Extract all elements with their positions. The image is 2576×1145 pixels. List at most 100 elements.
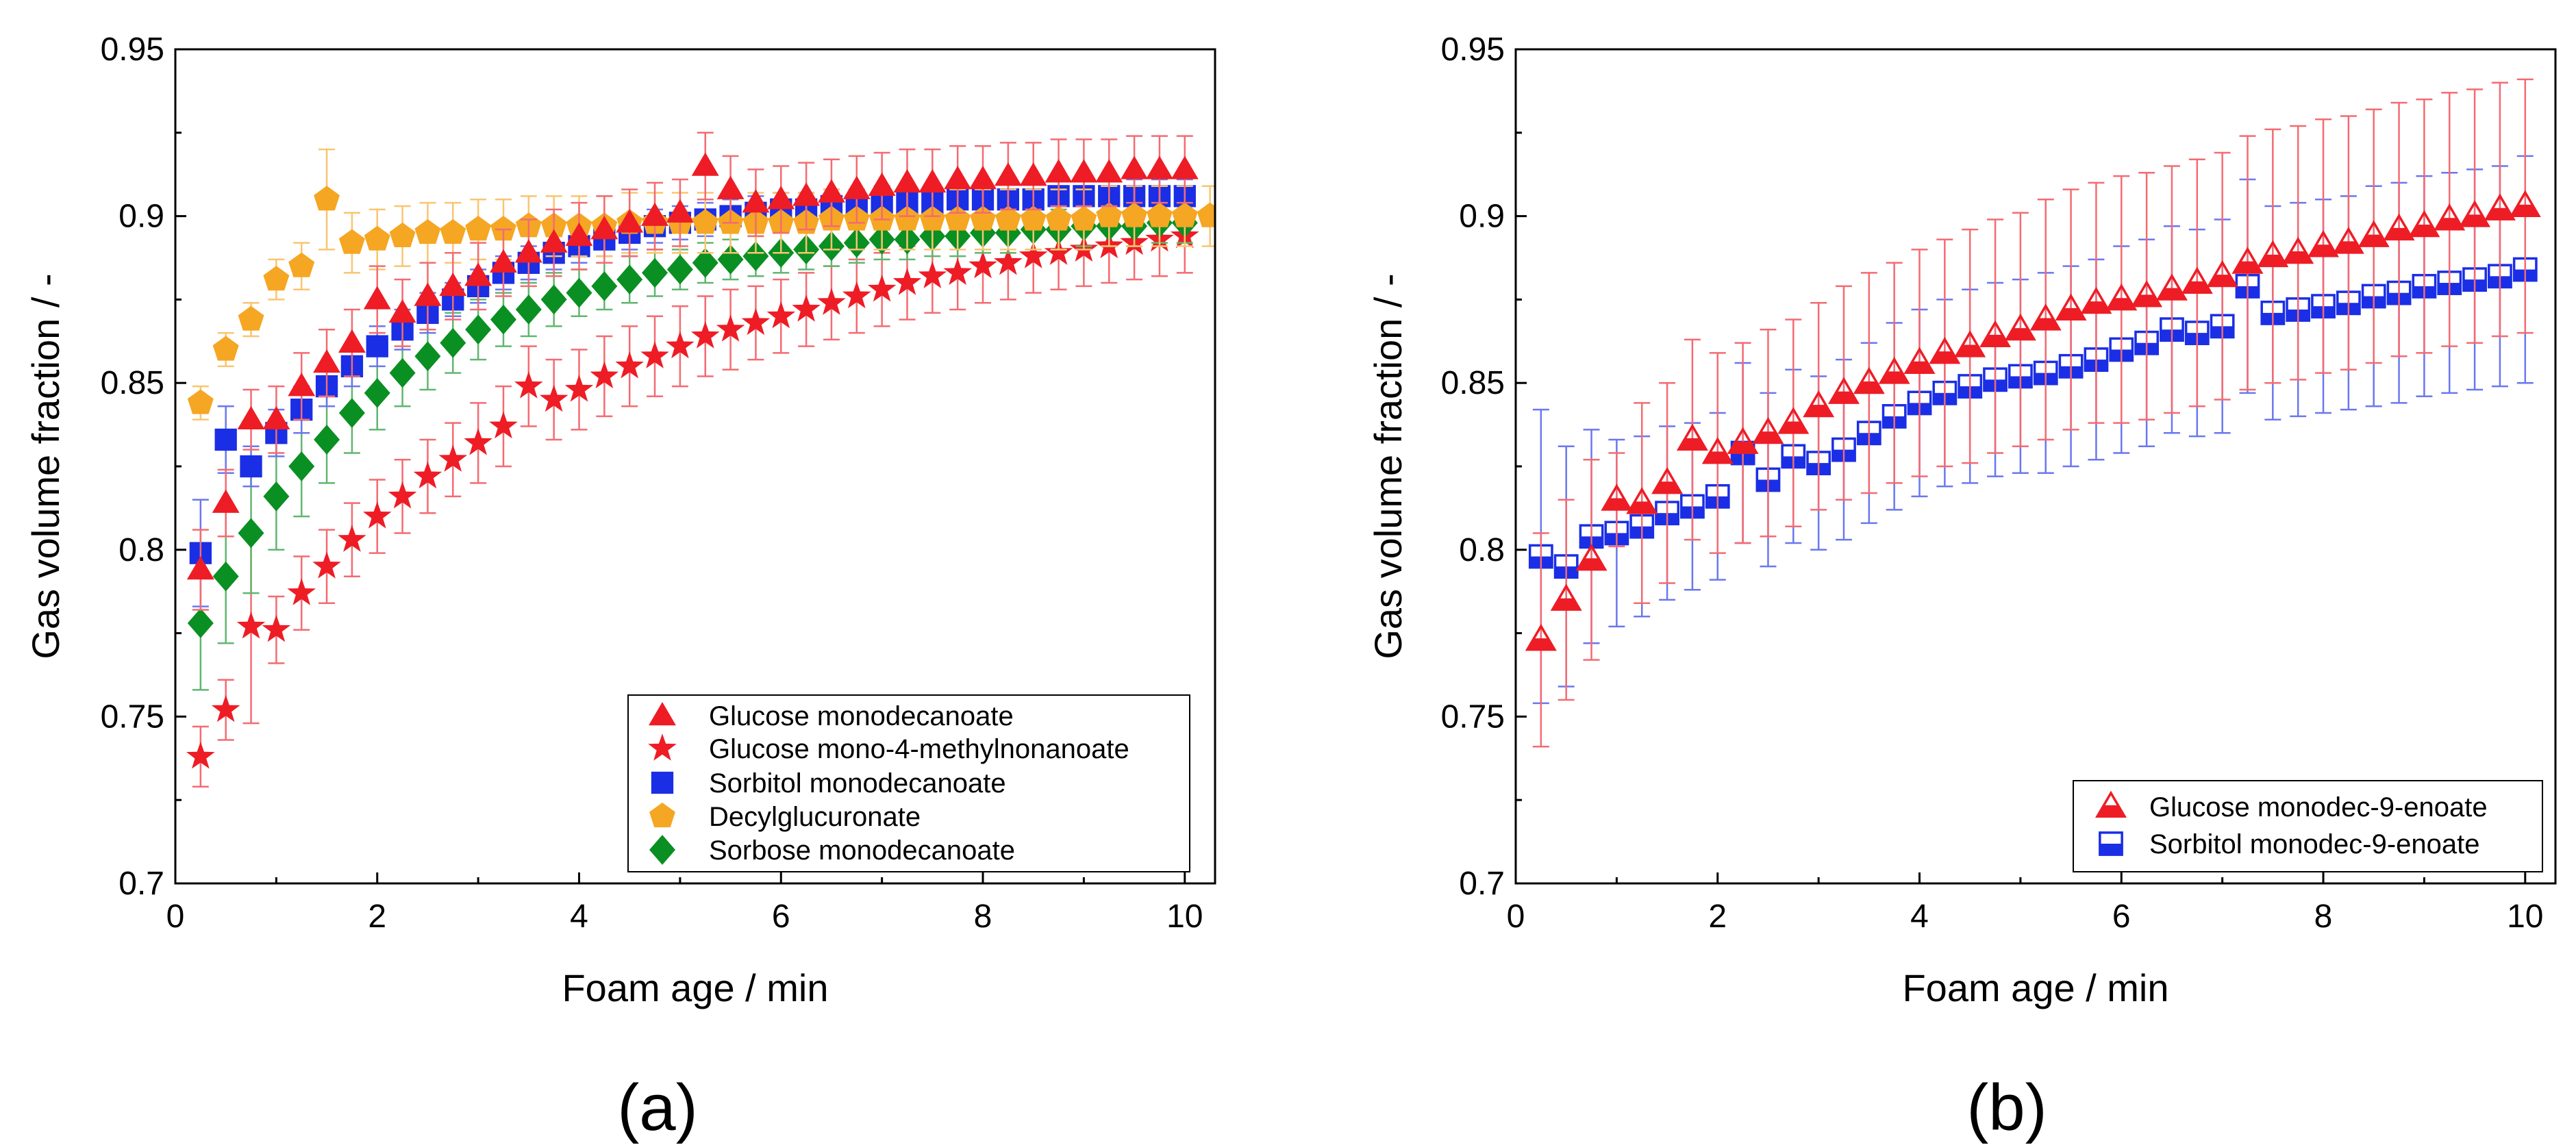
panel-b-x-tick-label: 4 — [1910, 898, 1929, 935]
legend-marker-sorbitol-monodec-9-enoate — [2099, 831, 2123, 856]
data-point-glucose-monodec-9-enoate — [1878, 357, 1910, 384]
data-point-glucose-monodecanoate — [439, 272, 467, 297]
legend-label-glucose-mono-4-methylnonanoate: Glucose mono-4-methylnonanoate — [709, 734, 1129, 764]
legend-symbol-sorbose-monodecanoate — [649, 835, 675, 865]
data-point-glucose-mono-4-methylnonanoate — [867, 274, 897, 302]
data-point-glucose-monodecanoate — [691, 152, 719, 176]
data-point-glucose-monodecanoate — [186, 556, 214, 580]
legend-label-sorbitol-monodec-9-enoate: Sorbitol monodec-9-enoate — [2149, 829, 2480, 859]
panel-a-y-tick-label: 0.95 — [101, 32, 164, 68]
panel-b-y-tick-label: 0.85 — [1441, 365, 1505, 401]
data-point-glucose-mono-4-methylnonanoate — [615, 351, 644, 379]
panel-a-legend-entry-decylglucuronate: Decylglucuronate — [649, 802, 921, 832]
data-point-decylglucuronate — [414, 219, 441, 244]
panel-a-y-tick-label: 0.9 — [118, 199, 164, 235]
panel-a-legend-entry-sorbose-monodecanoate: Sorbose monodecanoate — [649, 835, 1015, 866]
data-point-glucose-monodecanoate — [893, 168, 921, 193]
data-point-glucose-monodecanoate — [944, 166, 972, 190]
panel-a-x-axis-title: Foam age / min — [562, 966, 828, 1009]
data-point-glucose-monodec-9-enoate — [1903, 347, 1936, 374]
data-point-glucose-monodec-9-enoate — [2231, 247, 2264, 274]
panel-a-y-axis-title: Gas volume fraction / - — [24, 273, 67, 659]
panel-a: 0 2 4 6 8 10 0.7 0.75 0.8 0.85 0.9 0.95 Foam age / … — [24, 32, 1216, 1144]
data-point-glucose-monodec-9-enoate — [1929, 336, 1961, 364]
panel-a-x-tick-label: 4 — [570, 898, 588, 935]
data-point-sorbitol-monodecanoate — [240, 455, 262, 478]
data-point-glucose-monodec-9-enoate — [2358, 220, 2390, 247]
data-point-glucose-mono-4-methylnonanoate — [489, 411, 518, 439]
data-point-glucose-monodec-9-enoate — [2029, 303, 2062, 331]
data-point-glucose-monodec-9-enoate — [1777, 407, 1810, 434]
data-point-glucose-monodec-9-enoate — [1575, 543, 1608, 571]
data-point-glucose-monodecanoate — [842, 175, 871, 199]
data-point-glucose-monodecanoate — [514, 239, 542, 263]
data-point-glucose-monodec-9-enoate — [1550, 583, 1582, 611]
data-point-glucose-monodec-9-enoate — [1803, 390, 1835, 418]
data-point-decylglucuronate — [364, 225, 390, 251]
legend-marker-decylglucuronate — [649, 803, 675, 828]
panel-b-axes: 0 2 4 6 8 10 0.7 0.75 0.8 0.85 0.9 0.95 — [1441, 32, 2544, 935]
data-point-decylglucuronate — [1020, 205, 1047, 231]
data-point-decylglucuronate — [1121, 202, 1148, 227]
data-point-sorbose-monodecanoate — [742, 241, 769, 271]
data-point-decylglucuronate — [1171, 202, 1198, 227]
data-point-glucose-monodecanoate — [237, 405, 265, 430]
data-point-glucose-monodec-9-enoate — [2055, 293, 2087, 321]
data-point-glucose-monodec-9-enoate — [2459, 200, 2491, 227]
legend-label-decylglucuronate: Decylglucuronate — [709, 802, 921, 832]
data-point-glucose-monodec-9-enoate — [1853, 366, 1885, 394]
data-point-glucose-monodecanoate — [1145, 155, 1173, 179]
series-glucose-monodec-9-enoate — [1525, 78, 2541, 748]
data-point-glucose-monodec-9-enoate — [2434, 203, 2466, 231]
data-point-decylglucuronate — [1045, 205, 1072, 231]
data-point-decylglucuronate — [919, 205, 946, 231]
data-point-decylglucuronate — [995, 205, 1021, 231]
panel-a-axes: 0 2 4 6 8 10 0.7 0.75 0.8 0.85 0.9 0.95 — [101, 32, 1203, 935]
data-point-glucose-monodecanoate — [262, 405, 290, 430]
legend-symbol-sorbitol-monodec-9-enoate — [2099, 831, 2123, 856]
legend-symbol-glucose-monodecanoate — [649, 702, 676, 726]
panel-a-y-tick-label: 0.85 — [101, 365, 164, 401]
data-point-glucose-monodecanoate — [540, 229, 568, 253]
data-point-glucose-mono-4-methylnonanoate — [766, 301, 796, 329]
panel-b-y-tick-label: 0.8 — [1459, 532, 1505, 568]
data-point-glucose-mono-4-methylnonanoate — [943, 257, 972, 286]
data-point-glucose-monodec-9-enoate — [2408, 210, 2440, 238]
data-point-decylglucuronate — [490, 216, 516, 241]
panel-a-y-tick-label: 0.8 — [118, 532, 164, 568]
data-point-sorbose-monodecanoate — [465, 314, 492, 345]
legend-marker-sorbose-monodecanoate — [649, 835, 675, 865]
data-point-sorbose-monodecanoate — [263, 481, 290, 512]
panel-b-y-tick-label: 0.7 — [1459, 866, 1505, 902]
data-point-sorbose-monodecanoate — [338, 398, 365, 428]
data-point-decylglucuronate — [465, 216, 492, 241]
legend-label-sorbose-monodecanoate: Sorbose monodecanoate — [709, 835, 1015, 866]
data-point-glucose-monodecanoate — [918, 168, 947, 193]
legend-symbol-decylglucuronate — [649, 803, 675, 828]
data-point-decylglucuronate — [263, 266, 290, 291]
data-point-sorbose-monodecanoate — [414, 341, 441, 372]
data-point-sorbose-monodecanoate — [238, 518, 264, 549]
data-point-decylglucuronate — [238, 305, 264, 331]
series-sorbitol-monodecanoate — [189, 178, 1196, 607]
data-point-glucose-monodecanoate — [490, 249, 517, 273]
data-point-sorbose-monodecanoate — [666, 254, 693, 285]
panel-label-b: (b) — [1966, 1071, 2047, 1144]
data-point-glucose-mono-4-methylnonanoate — [236, 612, 266, 639]
data-point-decylglucuronate — [314, 186, 340, 211]
panel-a-legend-entry-sorbitol-monodecanoate: Sorbitol monodecanoate — [651, 768, 1006, 798]
panel-b-legend: Glucose monodec-9-enoate Sorbitol monode… — [2073, 780, 2543, 872]
data-point-glucose-mono-4-methylnonanoate — [1018, 241, 1048, 268]
panel-b: 0 2 4 6 8 10 0.7 0.75 0.8 0.85 0.9 0.95 Foam age / … — [1366, 32, 2557, 1144]
data-point-glucose-monodecanoate — [792, 182, 821, 206]
data-point-glucose-monodecanoate — [994, 162, 1022, 186]
data-point-decylglucuronate — [212, 336, 239, 361]
data-point-glucose-mono-4-methylnonanoate — [1044, 238, 1073, 265]
data-point-sorbose-monodecanoate — [515, 294, 542, 325]
panel-b-marks — [1525, 78, 2541, 748]
data-point-glucose-monodec-9-enoate — [1954, 330, 1986, 357]
data-point-sorbose-monodecanoate — [364, 377, 390, 408]
data-point-decylglucuronate — [389, 222, 416, 247]
panel-a-y-tick-label: 0.7 — [118, 866, 164, 902]
